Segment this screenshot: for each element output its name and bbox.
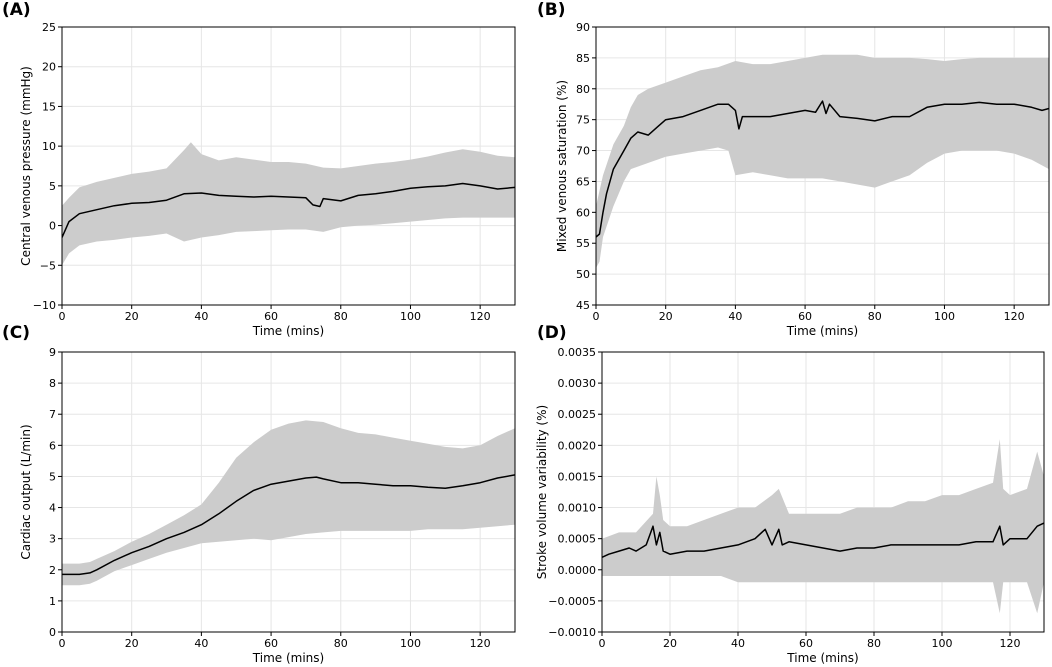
chart-b: 0 20 40 60 80 100 120 45 50 55 60 65 70 75 80 85 90 Time …	[555, 21, 1050, 338]
x-tick-label: 80	[867, 637, 881, 650]
y-tick-label: −0.0005	[548, 595, 596, 608]
x-axis-label: Time (mins)	[786, 651, 858, 665]
x-tick-label: 0	[59, 637, 66, 650]
y-tick-label: 75	[576, 114, 590, 127]
y-axis-label: Cardiac output (L/min)	[19, 424, 33, 559]
y-tick-label: 0.0035	[558, 346, 597, 359]
y-tick-label: 85	[576, 52, 590, 65]
chart-d: 0 20 40 60 80 100 120 −0.0010 −0.0005 0.0000 0.000…	[535, 346, 1045, 665]
y-tick-label: 80	[576, 83, 590, 96]
y-tick-label: 15	[42, 100, 56, 113]
y-tick-label: 0.0010	[558, 502, 597, 515]
x-tick-label: 60	[264, 637, 278, 650]
x-tick-label: 100	[400, 310, 421, 323]
panel-label-b: (B)	[537, 0, 566, 20]
series-mean-line	[62, 182, 515, 238]
y-tick-label: 50	[576, 268, 590, 281]
y-tick-label: 0.0030	[558, 377, 597, 390]
x-tick-label: 100	[400, 637, 421, 650]
x-tick-label: 80	[334, 637, 348, 650]
y-tick-label: 0.0000	[558, 564, 597, 577]
y-axis-label: Central venous pressure (mmHg)	[19, 66, 33, 266]
axes-frame	[61, 351, 516, 633]
panel-label-a: (A)	[2, 0, 31, 20]
y-axis-label: Mixed venous saturation (%)	[555, 80, 569, 252]
series-band	[602, 439, 1044, 614]
axes-frame	[601, 351, 1045, 633]
y-tick-label: 7	[49, 408, 56, 421]
x-tick-label: 100	[932, 637, 953, 650]
x-tick-label: 20	[659, 310, 673, 323]
y-tick-label: 0.0015	[558, 470, 597, 483]
x-tick-label: 40	[194, 637, 208, 650]
y-axis-label: Stroke volume variability (%)	[535, 405, 549, 579]
x-tick-label: 20	[663, 637, 677, 650]
y-tick-label: 45	[576, 299, 590, 312]
x-tick-label: 80	[868, 310, 882, 323]
x-axis-label: Time (mins)	[252, 324, 324, 338]
y-tick-label: 0.0025	[558, 408, 597, 421]
x-tick-label: 120	[1000, 637, 1021, 650]
y-tick-label: −10	[33, 299, 56, 312]
y-tick-label: 0	[49, 626, 56, 639]
panel-label-d: (D)	[537, 323, 567, 343]
y-tick-label: 5	[49, 180, 56, 193]
series-mean-line	[602, 522, 1044, 558]
y-tick-label: 65	[576, 175, 590, 188]
y-tick-label: 3	[49, 533, 56, 546]
series-mean-line	[62, 474, 515, 576]
x-tick-label: 40	[728, 310, 742, 323]
y-tick-label: −0.0010	[548, 626, 596, 639]
x-tick-label: 40	[731, 637, 745, 650]
x-tick-label: 20	[125, 637, 139, 650]
series-band	[62, 142, 515, 266]
y-tick-label: 55	[576, 237, 590, 250]
x-axis-label: Time (mins)	[252, 651, 324, 665]
y-tick-label: 20	[42, 61, 56, 74]
y-tick-label: 9	[49, 346, 56, 359]
y-tick-label: 70	[576, 145, 590, 158]
x-tick-label: 60	[798, 310, 812, 323]
panel-label-c: (C)	[2, 323, 31, 343]
x-tick-label: 60	[264, 310, 278, 323]
y-tick-label: 1	[49, 595, 56, 608]
x-tick-label: 120	[1004, 310, 1025, 323]
y-tick-label: 25	[42, 21, 56, 34]
y-tick-label: 0.0005	[558, 533, 597, 546]
y-tick-label: 8	[49, 377, 56, 390]
series-mean-line	[596, 100, 1049, 238]
x-tick-label: 0	[593, 310, 600, 323]
x-tick-label: 100	[934, 310, 955, 323]
chart-c: 0 20 40 60 80 100 120 0 1 2 3 4 5 6 7 8 9 Time (mins) Card…	[19, 346, 516, 665]
series-band	[596, 54, 1049, 268]
y-tick-label: 90	[576, 21, 590, 34]
y-tick-label: −5	[40, 259, 56, 272]
y-tick-label: 60	[576, 206, 590, 219]
x-tick-label: 40	[194, 310, 208, 323]
x-axis-label: Time (mins)	[786, 324, 858, 338]
y-tick-label: 4	[49, 502, 56, 515]
axes-frame	[61, 26, 516, 306]
chart-a: 0 20 40 60 80 100 120 −10 −5 0 5 10 15 20 25 Time (mins…	[19, 21, 516, 338]
y-tick-label: 6	[49, 439, 56, 452]
axes-frame	[595, 26, 1050, 306]
x-tick-label: 0	[59, 310, 66, 323]
x-tick-label: 0	[599, 637, 606, 650]
y-tick-label: 10	[42, 140, 56, 153]
y-tick-label: 0.0020	[558, 439, 597, 452]
x-tick-label: 120	[470, 310, 491, 323]
y-tick-label: 0	[49, 220, 56, 233]
x-tick-label: 60	[799, 637, 813, 650]
x-tick-label: 80	[334, 310, 348, 323]
x-tick-label: 20	[125, 310, 139, 323]
x-tick-label: 120	[470, 637, 491, 650]
series-band	[62, 420, 515, 586]
y-tick-label: 5	[49, 470, 56, 483]
y-tick-label: 2	[49, 564, 56, 577]
